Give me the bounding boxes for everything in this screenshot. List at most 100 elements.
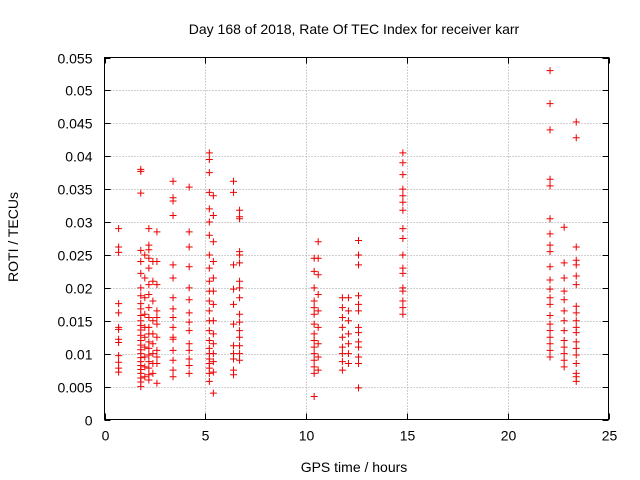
- data-point: [399, 192, 407, 200]
- data-point: [115, 352, 123, 360]
- data-point: [205, 369, 213, 377]
- data-point: [546, 294, 554, 302]
- data-point: [338, 333, 346, 341]
- data-point: [137, 167, 145, 175]
- data-point: [399, 159, 407, 167]
- data-point: [560, 296, 568, 304]
- data-point: [209, 358, 217, 366]
- x-tick-label: 0: [102, 428, 110, 444]
- data-point: [185, 183, 193, 191]
- data-point: [149, 369, 157, 377]
- data-point: [355, 353, 363, 361]
- data-point: [209, 287, 217, 295]
- data-point: [314, 307, 322, 315]
- data-point: [153, 258, 161, 266]
- data-point: [236, 350, 244, 358]
- data-point: [338, 343, 346, 351]
- data-point: [145, 338, 153, 346]
- data-point: [137, 383, 145, 391]
- data-point: [153, 228, 161, 236]
- data-point: [572, 302, 580, 310]
- data-point: [137, 189, 145, 197]
- x-tick-label: 25: [602, 428, 618, 444]
- data-point: [115, 248, 123, 256]
- data-point: [209, 238, 217, 246]
- data-point: [149, 330, 157, 338]
- data-point: [399, 185, 407, 193]
- data-point: [546, 300, 554, 308]
- data-point: [209, 192, 217, 200]
- data-point: [314, 254, 322, 262]
- data-point: [560, 356, 568, 364]
- data-point: [209, 389, 217, 397]
- data-point: [310, 310, 318, 318]
- data-point: [338, 304, 346, 312]
- data-point: [399, 198, 407, 206]
- data-point: [141, 343, 149, 351]
- data-point: [145, 225, 153, 233]
- data-point: [399, 297, 407, 305]
- data-point: [355, 360, 363, 368]
- data-point: [399, 171, 407, 179]
- data-point: [338, 323, 346, 331]
- data-point: [169, 346, 177, 354]
- data-point: [236, 294, 244, 302]
- data-point: [141, 274, 149, 282]
- y-tick-label: 0.02: [65, 281, 92, 297]
- data-point: [344, 350, 352, 358]
- data-point: [572, 281, 580, 289]
- data-point: [399, 251, 407, 259]
- data-point: [205, 327, 213, 335]
- data-point: [115, 368, 123, 376]
- data-point: [169, 211, 177, 219]
- data-point: [236, 215, 244, 223]
- data-point: [355, 307, 363, 315]
- data-point: [314, 366, 322, 374]
- data-point: [230, 355, 238, 363]
- data-point: [185, 346, 193, 354]
- data-point: [399, 304, 407, 312]
- data-point: [141, 251, 149, 259]
- chart-title: Day 168 of 2018, Rate Of TEC Index for r…: [189, 21, 520, 37]
- data-point: [572, 272, 580, 280]
- data-point: [572, 351, 580, 359]
- data-point: [314, 238, 322, 246]
- data-point: [572, 329, 580, 337]
- data-point: [572, 309, 580, 317]
- data-point: [205, 205, 213, 213]
- data-point: [236, 356, 244, 364]
- data-point: [169, 305, 177, 313]
- data-point: [236, 327, 244, 335]
- data-point: [169, 261, 177, 269]
- data-point: [546, 327, 554, 335]
- data-point: [236, 259, 244, 267]
- data-point: [344, 307, 352, 315]
- data-point: [399, 206, 407, 214]
- x-tick-label: 20: [501, 428, 517, 444]
- data-point: [310, 343, 318, 351]
- data-point: [185, 228, 193, 236]
- data-point: [399, 225, 407, 233]
- data-point: [185, 296, 193, 304]
- data-point: [572, 377, 580, 385]
- data-point: [115, 225, 123, 233]
- data-point: [560, 350, 568, 358]
- data-point: [115, 325, 123, 333]
- data-point: [185, 243, 193, 251]
- data-point: [145, 264, 153, 272]
- data-point: [141, 310, 149, 318]
- data-point: [169, 274, 177, 282]
- data-point: [115, 338, 123, 346]
- data-point: [344, 330, 352, 338]
- data-point: [230, 285, 238, 293]
- data-point: [209, 317, 217, 325]
- data-point: [205, 188, 213, 196]
- data-point: [572, 360, 580, 368]
- data-point: [230, 320, 238, 328]
- data-point: [344, 317, 352, 325]
- data-point: [546, 248, 554, 256]
- data-point: [310, 392, 318, 400]
- data-point: [230, 188, 238, 196]
- y-tick-label: 0.035: [57, 182, 92, 198]
- data-point: [355, 343, 363, 351]
